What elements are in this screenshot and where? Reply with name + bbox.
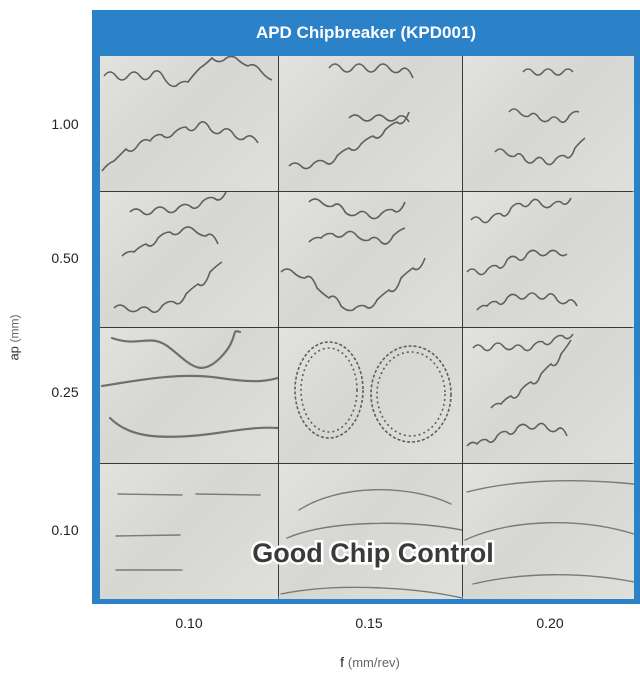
- x-axis-unit: (mm/rev): [347, 655, 400, 670]
- x-tick-label: 0.20: [536, 615, 564, 631]
- chip-photo-ap050-f010: [100, 192, 278, 327]
- chip-photo-ap010-f010: [100, 464, 278, 599]
- y-tick-label: 0.10: [51, 522, 79, 538]
- good-chip-control-banner: Good Chip Control: [250, 536, 496, 571]
- x-tick-label: 0.10: [175, 615, 203, 631]
- x-axis-label: f (mm/rev): [300, 654, 440, 670]
- y-axis-unit: (mm): [7, 314, 22, 343]
- chip-photo-ap025-f015: [279, 328, 462, 463]
- chip-photo-ap010-f020: [463, 464, 634, 599]
- chip-photo-ap025-f010: [100, 328, 278, 463]
- chip-photo-ap050-f020: [463, 192, 634, 327]
- chip-photo-ap050-f015: [279, 192, 462, 327]
- chip-photo-grid: [100, 56, 634, 599]
- y-axis-label: ap (mm): [7, 298, 22, 378]
- x-axis-label-text: f: [340, 654, 344, 670]
- chip-photo-ap010-f015: [279, 464, 462, 599]
- chip-photo-ap100-f015: [279, 56, 462, 191]
- x-tick-label: 0.15: [355, 615, 383, 631]
- y-tick-label: 0.50: [51, 250, 79, 266]
- y-tick-label: 1.00: [51, 116, 79, 132]
- chip-photo-ap100-f010: [100, 56, 278, 191]
- chip-photo-ap025-f020: [463, 328, 634, 463]
- chart-title: APD Chipbreaker (KPD001): [255, 23, 477, 42]
- y-axis-label-text: ap: [6, 346, 22, 361]
- chip-photo-ap100-f020: [463, 56, 634, 191]
- y-tick-label: 0.25: [51, 384, 79, 400]
